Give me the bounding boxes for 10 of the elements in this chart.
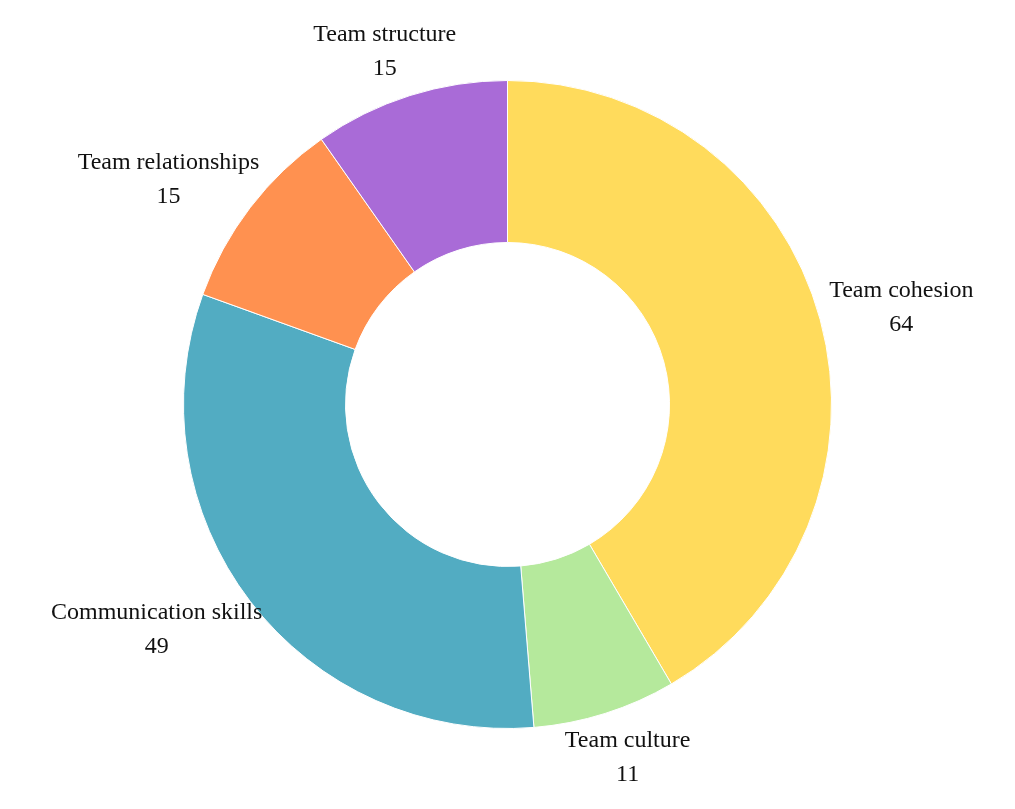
data-label: 64 [889,309,914,336]
slice-label: Team culture [564,725,691,752]
data-label: 15 [372,53,397,80]
data-label: 11 [616,759,640,786]
slice-label: Team cohesion [829,275,974,302]
data-label: 15 [156,182,181,209]
slice-label: Team structure [313,19,457,46]
slice-label: Communication skills [50,597,263,624]
slice-label: Team relationships [77,148,260,175]
data-label: 49 [144,631,169,658]
